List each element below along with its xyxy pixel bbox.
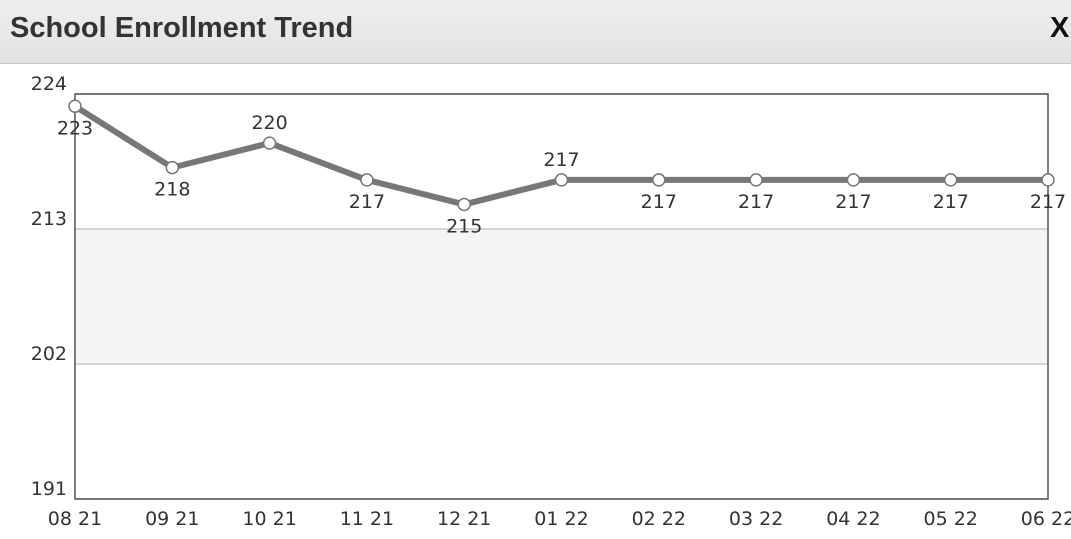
data-label: 217: [543, 149, 579, 171]
point: [457, 197, 471, 212]
y-tick-label: 191: [31, 478, 67, 500]
point: [68, 99, 82, 114]
x-tick-label: 06 22: [1021, 508, 1071, 530]
x-tick-label: 04 22: [826, 508, 880, 530]
window-title: School Enrollment Trend: [10, 12, 354, 44]
close-button[interactable]: X: [1050, 12, 1070, 44]
x-tick-label: 01 22: [534, 508, 588, 530]
data-label: 223: [57, 117, 93, 139]
point: [652, 173, 666, 187]
plot-border: [74, 93, 1049, 500]
x-tick-label: 10 21: [242, 508, 296, 530]
x-tick-label: 09 21: [145, 508, 199, 530]
data-label: 220: [251, 112, 287, 134]
data-label: 217: [641, 191, 677, 213]
data-label: 217: [933, 191, 969, 213]
point: [846, 173, 861, 187]
data-label: 217: [349, 191, 385, 213]
y-tick-label: 202: [31, 343, 67, 365]
x-tick-label: 02 22: [632, 508, 686, 530]
x-tick-label: 11 21: [340, 508, 394, 530]
x-tick-label: 03 22: [729, 508, 783, 530]
point: [1041, 173, 1055, 187]
x-tick-label: 12 21: [437, 508, 491, 530]
data-label: 218: [154, 179, 190, 201]
title-bar: School Enrollment Trend X: [0, 0, 1071, 64]
x-tick-label: 05 22: [923, 508, 977, 530]
data-label: 215: [446, 215, 482, 237]
point: [554, 173, 569, 187]
point: [262, 136, 277, 150]
data-label: 217: [1030, 191, 1066, 213]
data-label: 217: [835, 191, 871, 213]
point: [165, 160, 180, 175]
grid-band: [75, 229, 1048, 364]
point: [943, 173, 958, 187]
point: [749, 173, 763, 187]
y-tick-label: 224: [31, 73, 67, 95]
point: [360, 173, 374, 187]
y-tick-label: 213: [31, 208, 67, 230]
data-label: 217: [738, 191, 774, 213]
x-tick-label: 08 21: [48, 508, 102, 530]
